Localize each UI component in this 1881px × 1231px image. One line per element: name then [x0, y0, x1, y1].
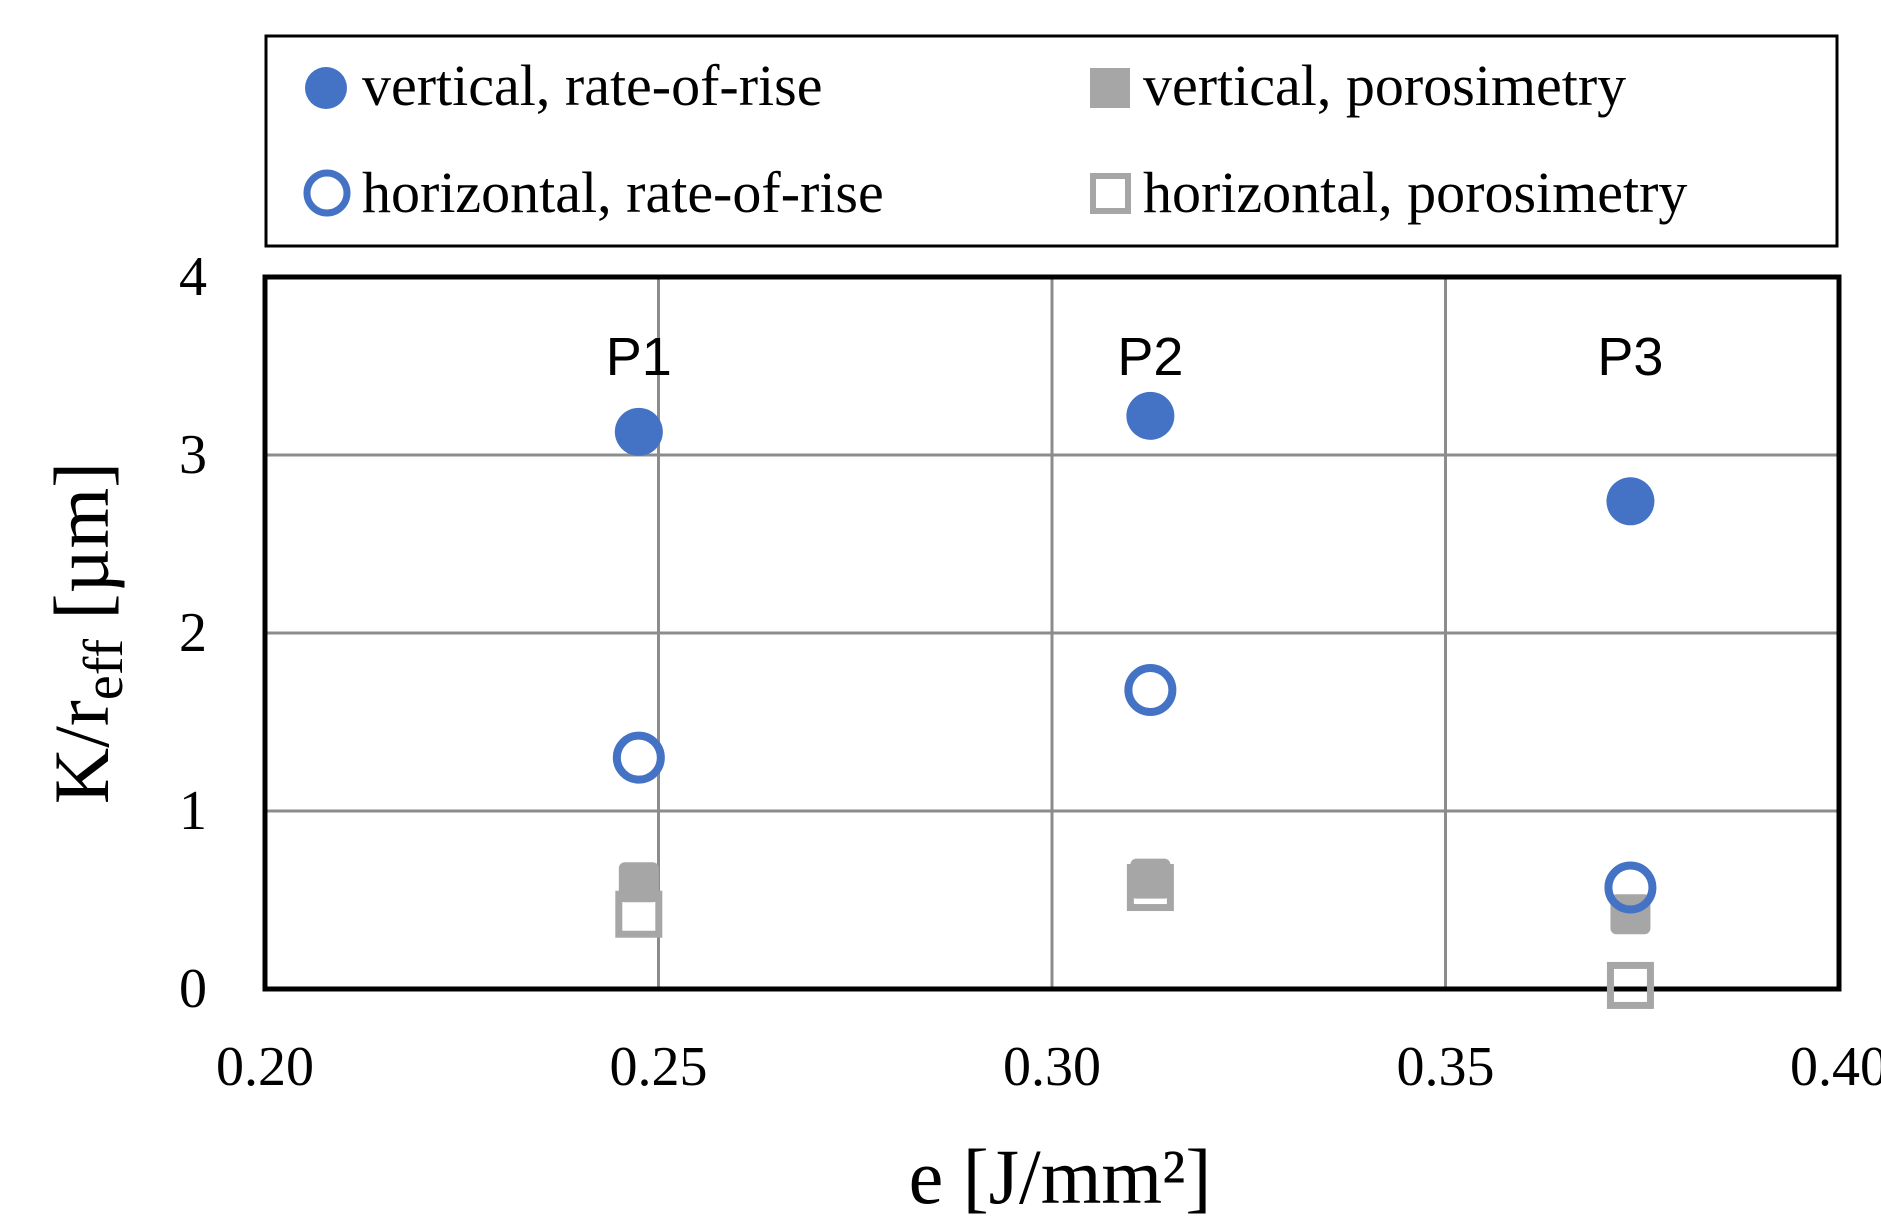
plot-area: 0 1 2 3 4 0.20 0.25 0.30 0.35 0.40 P1 P2 P3: [179, 246, 1881, 1098]
x-tick-labels: 0.20 0.25 0.30 0.35 0.40: [216, 1036, 1881, 1098]
data-points: [612, 391, 1657, 1009]
x-axis-label: e [J/mm²]: [909, 1133, 1212, 1220]
y-axis-label-main: K/r: [38, 700, 125, 804]
point-label: P3: [1597, 327, 1663, 387]
point-open-circle: [612, 731, 665, 784]
legend-label-horizontal-porosimetry: horizontal, porosimetry: [1143, 160, 1687, 225]
point-filled-circle: [1606, 477, 1655, 526]
point-filled-circle: [614, 407, 663, 456]
x-tick-label: 0.30: [1003, 1036, 1101, 1098]
legend-marker-horizontal-porosimetry: [1090, 173, 1131, 214]
y-tick-label: 4: [179, 246, 207, 308]
point-open-square: [1126, 864, 1174, 912]
point-filled-circle: [1126, 391, 1175, 440]
legend-marker-vertical-porosimetry: [1090, 68, 1130, 108]
y-tick-label: 3: [179, 424, 207, 486]
point-open-square: [615, 890, 663, 938]
point-open-circle: [1124, 663, 1177, 716]
point-open-square: [1606, 961, 1654, 1009]
y-tick-label: 1: [179, 780, 207, 842]
x-tick-label: 0.20: [216, 1036, 314, 1098]
legend-marker-vertical-rate-of-rise: [305, 67, 347, 109]
x-tick-label: 0.25: [610, 1036, 708, 1098]
y-tick-label: 2: [179, 602, 207, 664]
y-tick-label: 0: [179, 958, 207, 1020]
y-axis-label-unit: [µm]: [38, 462, 125, 639]
point-label: P1: [606, 327, 672, 387]
legend: vertical, rate-of-rise vertical, porosim…: [264, 34, 1839, 248]
legend-frame: [264, 34, 1839, 248]
x-tick-label: 0.35: [1397, 1036, 1495, 1098]
point-annotations: P1 P2 P3: [606, 327, 1664, 387]
x-tick-label: 0.40: [1790, 1036, 1881, 1098]
legend-label-vertical-rate-of-rise: vertical, rate-of-rise: [362, 53, 823, 118]
point-label: P2: [1117, 327, 1183, 387]
plot-frame: [262, 274, 1842, 992]
y-axis-label: K/reff [µm]: [38, 462, 135, 804]
legend-label-horizontal-rate-of-rise: horizontal, rate-of-rise: [362, 160, 884, 225]
legend-marker-horizontal-rate-of-rise: [303, 169, 351, 217]
point-open-circle: [1604, 861, 1657, 914]
y-tick-labels: 0 1 2 3 4: [179, 246, 207, 1020]
y-axis-label-subscript: eff: [73, 639, 135, 700]
gridlines: [265, 277, 1839, 989]
legend-label-vertical-porosimetry: vertical, porosimetry: [1143, 53, 1626, 118]
